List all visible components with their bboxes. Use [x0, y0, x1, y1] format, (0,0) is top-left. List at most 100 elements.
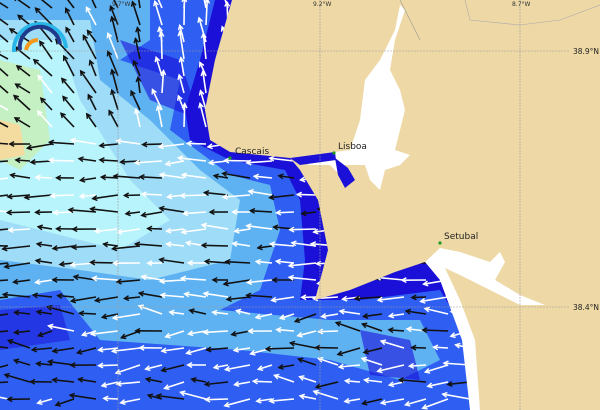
arrow-head — [187, 330, 194, 337]
arrow-head — [87, 93, 93, 100]
wave-arrow — [180, 57, 185, 77]
arrow-head — [137, 304, 145, 311]
arrow-head — [124, 210, 131, 217]
arrow-head — [204, 396, 211, 403]
wave-arrow — [14, 46, 31, 60]
wave-arrow — [47, 306, 75, 315]
arrow-head — [353, 295, 361, 302]
arrow-head — [234, 308, 242, 315]
wave-arrow — [254, 175, 273, 179]
wave-arrow — [226, 296, 251, 301]
wave-arrow — [14, 330, 31, 334]
wave-arrow — [294, 313, 317, 323]
wave-arrow — [297, 193, 317, 196]
arrow-head — [132, 59, 139, 66]
wave-arrow — [124, 296, 141, 300]
wave-arrow — [427, 381, 449, 388]
wave-arrow — [179, 31, 185, 60]
wave-arrow — [278, 364, 295, 369]
place-setubal[interactable]: Setubal — [444, 232, 478, 242]
wave-arrow — [156, 394, 185, 400]
wave-arrow — [422, 398, 449, 409]
arrow-head — [17, 14, 24, 21]
arrow-head — [89, 330, 97, 337]
arrow-head — [231, 209, 238, 216]
arrow-head — [410, 294, 417, 301]
wave-arrow — [0, 61, 9, 77]
wave-arrow — [405, 398, 427, 406]
arrow-head — [362, 348, 369, 355]
arrow-head — [80, 331, 88, 337]
wave-arrow — [234, 228, 251, 233]
arrow-head — [190, 377, 197, 383]
arrow-head — [183, 291, 190, 298]
wave-arrow — [99, 159, 119, 162]
arrow-head — [300, 210, 307, 217]
arrow-head — [271, 276, 278, 284]
arrow-head — [400, 277, 407, 284]
arrow-head — [133, 241, 141, 248]
place-cascais[interactable]: Cascais — [235, 147, 269, 157]
arrow-head — [112, 173, 119, 180]
wave-arrow — [361, 357, 383, 366]
wave-arrow — [27, 143, 53, 149]
arrow-head — [158, 278, 166, 285]
wave-arrow — [0, 330, 9, 334]
arrow-head — [158, 257, 165, 264]
arrow-head — [115, 228, 123, 235]
wave-arrow — [53, 211, 75, 214]
arrow-head — [34, 258, 42, 265]
arrow-head — [397, 377, 405, 384]
wave-arrow — [86, 113, 97, 128]
wave-arrow — [248, 190, 273, 196]
arrow-head — [185, 349, 192, 356]
arrow-head — [144, 365, 151, 372]
arrow-head — [423, 367, 431, 374]
arrow-head — [37, 74, 44, 81]
wave-arrow — [49, 141, 75, 145]
arrow-head — [426, 382, 433, 389]
wave-arrow — [55, 398, 75, 406]
arrow-head — [200, 69, 207, 77]
arrow-head — [72, 274, 79, 281]
arrow-head — [200, 242, 207, 249]
wave-arrow — [321, 313, 339, 318]
wave-arrow — [206, 347, 229, 351]
arrow-head — [224, 0, 231, 7]
arrow-head — [135, 26, 142, 33]
wave-arrow — [146, 378, 163, 383]
arrow-head — [337, 363, 345, 370]
wave-arrow — [0, 160, 9, 164]
wave-arrow — [101, 176, 119, 179]
wave-arrow — [65, 8, 75, 26]
arrow-head — [51, 245, 58, 252]
place-lisboa[interactable]: Lisboa — [338, 142, 367, 152]
wave-arrow — [113, 313, 141, 319]
wave-arrow — [37, 110, 53, 128]
arrow-head — [36, 110, 43, 117]
arrow-head — [146, 393, 154, 400]
wave-arrow — [111, 69, 119, 94]
wave-arrow — [57, 294, 75, 298]
wave-arrow — [71, 296, 97, 303]
wave-arrow — [88, 0, 97, 9]
wave-arrow — [117, 228, 141, 234]
arrow-head — [163, 384, 170, 390]
arrow-head — [256, 365, 264, 371]
arrow-head — [154, 55, 161, 63]
wave-arrow — [139, 175, 163, 179]
arrow-head — [12, 358, 20, 365]
wave-arrow — [0, 194, 9, 198]
wave-arrow — [381, 398, 405, 404]
wave-arrow — [14, 311, 31, 315]
wave-arrow — [299, 375, 317, 383]
arrow-head — [47, 139, 55, 146]
arrow-head — [223, 365, 231, 372]
wave-arrow — [274, 374, 295, 383]
arrow-head — [79, 69, 86, 76]
wave-arrow — [110, 16, 119, 43]
arrow-head — [177, 30, 184, 37]
arrow-head — [360, 356, 368, 363]
